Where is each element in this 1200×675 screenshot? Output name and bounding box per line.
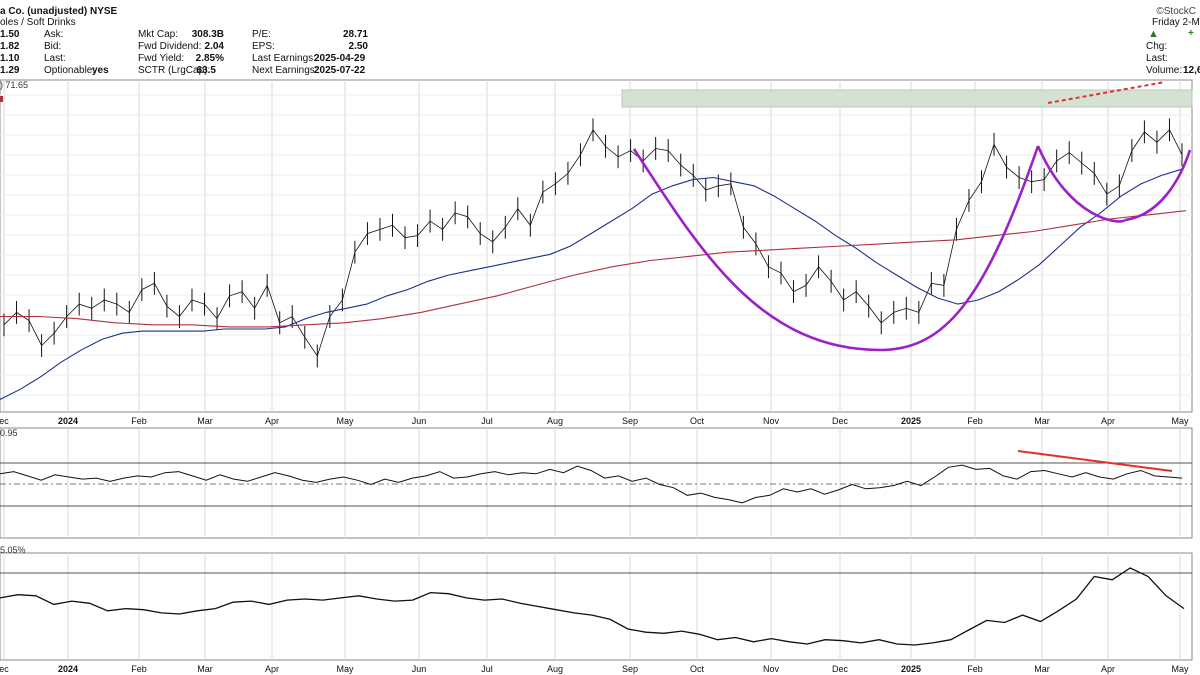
stockcharts-watermark: ©StockC: [1156, 6, 1196, 17]
ma-color-marker: [0, 96, 3, 102]
price-x-tick-label: 2024: [58, 416, 78, 426]
price-line: [3, 129, 1183, 357]
header-date: Friday 2-M: [1152, 17, 1200, 28]
relative-x-tick-label: Feb: [131, 664, 147, 674]
col1-value-2: 1.10: [0, 53, 20, 64]
volume-label: Volume:: [1146, 65, 1183, 76]
relative-x-tick-label: Nov: [763, 664, 780, 674]
price-x-tick-label: Feb: [967, 416, 983, 426]
ma50-line: [0, 168, 1183, 400]
price-x-tick-label: 2025: [901, 416, 921, 426]
col1-label-3: Optionable:: [44, 65, 96, 76]
plus-icon: +: [1188, 28, 1194, 39]
col2-label-3: SCTR (LrgCap):: [138, 65, 211, 76]
price-x-tick-label: Dec: [832, 416, 849, 426]
chg-label: Chg:: [1146, 41, 1168, 52]
momentum-panel-label: 0.95: [0, 428, 18, 438]
relative-x-tick-label: Oct: [690, 664, 705, 674]
relative-x-tick-label: May: [1171, 664, 1189, 674]
header-industry: oles / Soft Drinks: [0, 17, 76, 28]
col2-value-3: 63.5: [196, 65, 216, 76]
handle-curve-left: [1036, 145, 1126, 223]
chart-header: a Co. (unadjusted) NYSE oles / Soft Drin…: [0, 0, 1200, 80]
relative-x-tick-label: 2024: [58, 664, 78, 674]
relative-x-tick-label: Sep: [622, 664, 638, 674]
col2-value-1: 2.04: [204, 41, 224, 52]
col1-value-0: 1.50: [0, 29, 20, 40]
price-trendline: [1047, 81, 1166, 104]
col3-label-3: Next Earnings:: [252, 65, 318, 76]
relative-x-tick-label: Jun: [412, 664, 427, 674]
col2-label-2: Fwd Yield:: [138, 53, 185, 64]
col3-value-1: 2.50: [348, 41, 368, 52]
price-x-tick-label: Feb: [131, 416, 147, 426]
price-x-tick-label: Mar: [1034, 416, 1050, 426]
col2-label-0: Mkt Cap:: [138, 29, 179, 40]
col3-label-0: P/E:: [252, 29, 271, 40]
price-x-tick-label: Jun: [412, 416, 427, 426]
relative-panel-label: 5.05%: [0, 545, 26, 555]
col3-value-3: 2025-07-22: [314, 65, 366, 76]
relative-x-tick-label: Feb: [967, 664, 983, 674]
momentum-panel: [0, 427, 1193, 539]
relative-x-tick-label: Mar: [197, 664, 213, 674]
relative-x-tick-label: ec: [0, 664, 9, 674]
col1-label-2: Last:: [44, 53, 66, 64]
relative-x-tick-label: Dec: [832, 664, 849, 674]
col3-label-2: Last Earnings:: [252, 53, 316, 64]
price-x-tick-label: Oct: [690, 416, 705, 426]
col3-value-2: 2025-04-29: [314, 53, 366, 64]
col2-label-1: Fwd Dividend:: [138, 41, 202, 52]
price-x-tick-label: May: [1171, 416, 1189, 426]
up-arrow-icon: ▲: [1148, 28, 1159, 40]
last-label: Last:: [1146, 53, 1168, 64]
relative-x-tick-label: 2025: [901, 664, 921, 674]
col1-label-0: Ask:: [44, 29, 64, 40]
relative-line: [0, 567, 1185, 646]
col2-value-2: 2.85%: [195, 53, 224, 64]
price-x-tick-label: ec: [0, 416, 9, 426]
momentum-trendline: [1017, 450, 1173, 472]
price-x-tick-label: Aug: [547, 416, 563, 426]
optionable-value: yes: [92, 65, 109, 76]
col2-value-0: 308.3B: [191, 29, 224, 40]
price-x-tick-label: May: [336, 416, 354, 426]
cup-curve: [632, 145, 1040, 352]
handle-curve-right: [1124, 149, 1192, 222]
col1-label-1: Bid:: [44, 41, 62, 52]
price-panel: [0, 79, 1193, 413]
header-title: a Co. (unadjusted) NYSE: [0, 6, 118, 17]
col3-value-0: 28.71: [342, 29, 368, 40]
price-x-tick-label: Mar: [197, 416, 213, 426]
price-x-tick-label: Apr: [1101, 416, 1115, 426]
momentum-line: [0, 464, 1183, 504]
relative-x-tick-label: Mar: [1034, 664, 1050, 674]
ma200-line: [0, 210, 1187, 328]
price-x-tick-label: Sep: [622, 416, 638, 426]
relative-x-tick-label: Aug: [547, 664, 563, 674]
relative-x-tick-label: May: [336, 664, 354, 674]
col3-label-1: EPS:: [252, 41, 275, 52]
relative-x-tick-label: Apr: [265, 664, 279, 674]
price-panel-label: ) 71.65: [0, 80, 28, 90]
price-x-tick-label: Jul: [481, 416, 493, 426]
relative-x-tick-label: Apr: [1101, 664, 1115, 674]
relative-x-tick-label: Jul: [481, 664, 493, 674]
price-x-tick-label: Apr: [265, 416, 279, 426]
col1-value-3: 1.29: [0, 65, 20, 76]
col1-value-1: 1.82: [0, 41, 20, 52]
price-x-tick-label: Nov: [763, 416, 780, 426]
volume-value: 12,6: [1183, 65, 1200, 76]
relative-panel: [0, 552, 1193, 661]
